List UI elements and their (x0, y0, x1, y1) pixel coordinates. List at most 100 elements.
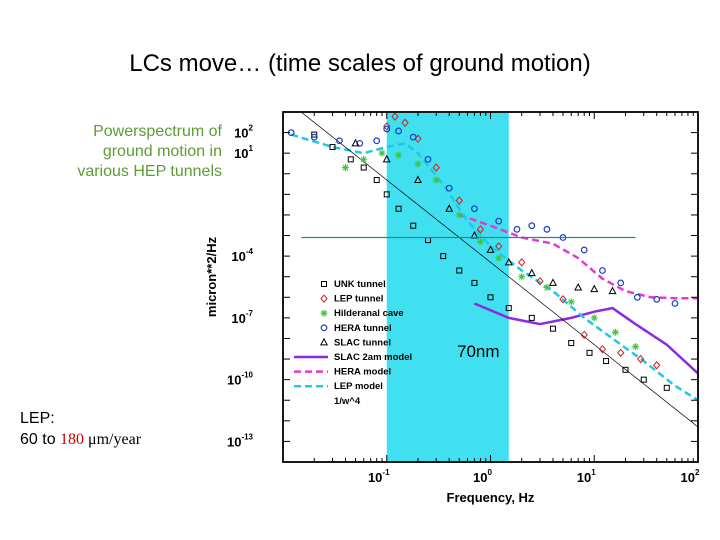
data-point (586, 349, 593, 356)
data-point (513, 225, 521, 233)
data-point (617, 348, 625, 358)
legend: UNK tunnel LEP tunnel Hilderanal cave HERA … (294, 279, 412, 407)
data-point (310, 133, 318, 141)
x-tick-label: 102 (681, 468, 700, 485)
band-annotation: 70nm (457, 342, 500, 361)
legend-label: Hilderanal cave (334, 308, 404, 319)
data-point (636, 354, 645, 364)
data-point (311, 131, 318, 138)
legend-label: SLAC tunnel (334, 337, 391, 348)
legend-item: HERA tunnel (320, 323, 392, 334)
data-point (341, 164, 349, 172)
data-point (401, 118, 409, 128)
data-point (360, 164, 367, 171)
data-point (476, 238, 484, 246)
data-point (640, 376, 647, 383)
legend-item: HERA model (294, 367, 391, 378)
series-markers (287, 125, 679, 307)
series-markers (351, 138, 617, 295)
data-point (440, 253, 447, 260)
data-point (391, 112, 399, 121)
caption-line: Powerspectrum of (93, 123, 222, 140)
data-point (320, 324, 328, 332)
data-point (528, 222, 536, 230)
data-point (395, 127, 402, 135)
data-point (536, 277, 544, 286)
data-point (413, 175, 423, 183)
data-point (663, 384, 670, 391)
data-point (445, 204, 454, 212)
data-point (432, 176, 440, 184)
data-point (351, 138, 360, 147)
data-point (548, 278, 557, 286)
y-tick-label: 102 (234, 124, 253, 141)
caption-line: ground motion in (102, 143, 222, 160)
data-point (383, 125, 391, 133)
legend-item: 1/w^4 (334, 396, 361, 407)
series-markers (311, 131, 670, 391)
data-point (528, 314, 535, 321)
data-point (347, 156, 354, 163)
data-point (527, 268, 536, 277)
data-point (414, 160, 422, 168)
plot-area (287, 112, 698, 428)
data-point (383, 122, 391, 131)
data-point (598, 344, 607, 354)
data-point (409, 133, 417, 141)
legend-item: SLAC 2am model (294, 352, 412, 363)
data-point (471, 205, 478, 213)
data-point (395, 205, 402, 212)
data-point (568, 340, 575, 347)
data-point (559, 295, 567, 304)
series-markers (341, 149, 640, 351)
data-point (599, 267, 606, 274)
data-point (495, 217, 503, 225)
lep-note-prefix: 60 to (20, 431, 61, 448)
y-tick-label: 101 (234, 144, 253, 161)
data-point (360, 155, 368, 163)
legend-item: UNK tunnel (321, 279, 386, 290)
data-point (653, 360, 661, 370)
data-point (549, 325, 556, 332)
data-point (486, 245, 495, 253)
data-point (495, 254, 503, 262)
data-point (378, 149, 386, 157)
chart-caption: Powerspectrum of ground motion in variou… (2, 122, 222, 182)
series-line (473, 302, 698, 375)
frequency-band-highlight (386, 113, 509, 462)
data-point (590, 284, 599, 293)
data-point (321, 281, 327, 287)
data-point (471, 279, 478, 286)
data-point (543, 225, 551, 233)
lep-note-unit: μm/year (84, 431, 142, 448)
series-line (290, 133, 698, 402)
data-point (410, 222, 417, 229)
data-point (382, 154, 391, 163)
data-point (518, 258, 526, 267)
data-point (617, 279, 625, 287)
data-point (671, 300, 679, 307)
legend-label: HERA model (334, 367, 391, 378)
legend-label: SLAC 2am model (334, 352, 412, 363)
caption-line: various HEP tunnels (77, 163, 222, 180)
series-line (458, 213, 698, 300)
lep-note: LEP: 60 to 180 μm/year (20, 408, 141, 450)
data-point (373, 137, 381, 145)
legend-item: SLAC tunnel (319, 337, 391, 348)
data-point (320, 309, 328, 317)
y-tick-label: 10-4 (231, 247, 253, 264)
legend-item: Hilderanal cave (320, 308, 404, 319)
y-axis-title: micron**2/Hz (204, 236, 219, 317)
data-point (567, 298, 575, 306)
data-point (608, 286, 617, 295)
data-point (633, 293, 641, 301)
data-point (336, 137, 343, 145)
lep-note-label: LEP: (20, 410, 55, 427)
series-line (300, 112, 698, 428)
data-point (653, 295, 661, 303)
data-point (487, 294, 494, 301)
slide-title: LCs move… (time scales of ground motion) (129, 50, 591, 77)
x-tick-label: 10-1 (368, 468, 390, 485)
data-point (455, 211, 463, 219)
